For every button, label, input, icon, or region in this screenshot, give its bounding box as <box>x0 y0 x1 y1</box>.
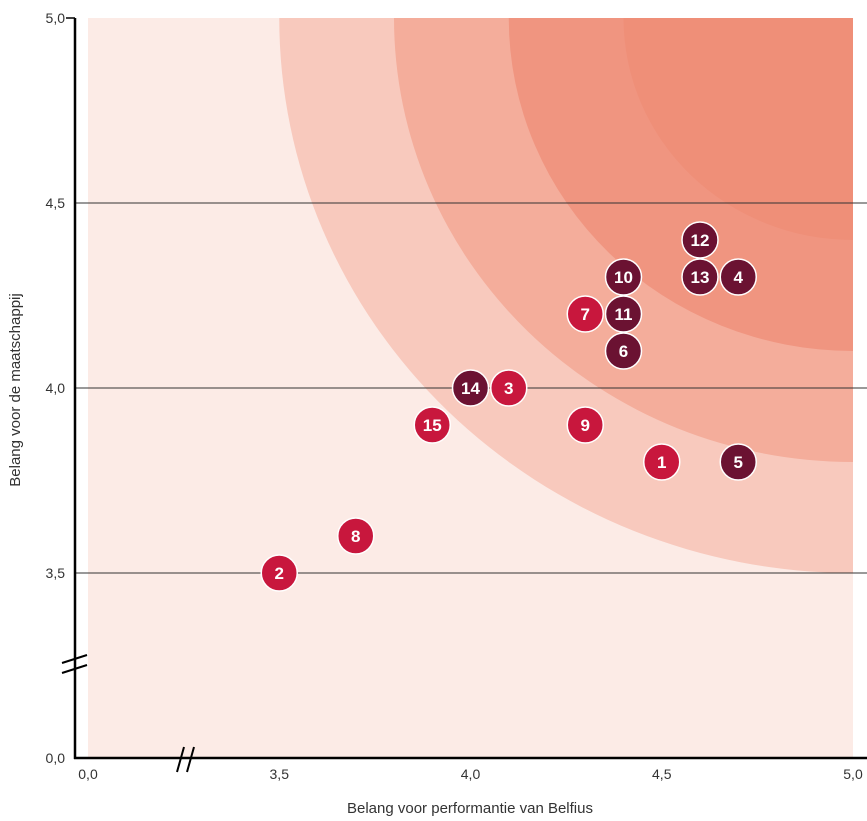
x-tick-label: 4,0 <box>461 766 481 782</box>
data-point-marker <box>490 369 528 407</box>
x-tick-label: 4,5 <box>652 766 672 782</box>
data-point-marker <box>337 517 375 555</box>
data-point-marker <box>451 369 490 407</box>
data-point-marker <box>260 554 298 592</box>
data-point-1: 1 <box>643 443 681 481</box>
data-point-marker <box>719 258 757 296</box>
data-point-label: 12 <box>691 231 710 250</box>
data-point-label: 5 <box>734 453 743 472</box>
data-point-label: 15 <box>423 416 442 435</box>
data-point-marker <box>681 221 719 259</box>
data-point-11: 11 <box>604 295 643 333</box>
data-point-label: 11 <box>615 305 633 324</box>
data-point-label: 7 <box>581 305 590 324</box>
x-tick-label: 0,0 <box>78 766 98 782</box>
data-point-9: 9 <box>566 406 604 444</box>
x-tick-label: 3,5 <box>270 766 290 782</box>
data-point-label: 9 <box>581 416 590 435</box>
zone-level-4 <box>623 18 853 240</box>
data-point-marker <box>413 406 451 444</box>
data-point-5: 5 <box>719 443 757 481</box>
data-point-6: 6 <box>604 332 643 370</box>
y-tick-label: 3,5 <box>46 565 66 581</box>
data-point-marker <box>566 406 604 444</box>
data-point-15: 15 <box>413 406 451 444</box>
y-tick-label: 4,0 <box>46 380 66 396</box>
y-tick-label: 4,5 <box>46 195 66 211</box>
data-point-marker <box>604 295 643 333</box>
data-point-label: 3 <box>504 379 513 398</box>
data-point-marker <box>719 443 757 481</box>
tick-labels: 0,0 3,5 4,0 4,5 5,0 0,0 3,5 4,0 4,5 5,0 <box>46 10 863 782</box>
y-tick-label: 0,0 <box>46 750 66 766</box>
data-point-label: 4 <box>734 268 744 287</box>
y-tick-label: 5,0 <box>46 10 66 26</box>
data-point-2: 2 <box>260 554 298 592</box>
data-point-label: 13 <box>691 268 710 287</box>
y-axis-title: Belang voor de maatschappij <box>7 293 24 486</box>
x-tick-label: 5,0 <box>843 766 863 782</box>
data-point-label: 8 <box>351 527 360 546</box>
y-axis-break-mark <box>61 654 88 674</box>
data-point-marker <box>604 332 643 370</box>
data-point-12: 12 <box>681 221 719 259</box>
data-point-8: 8 <box>337 517 375 555</box>
data-point-marker <box>643 443 681 481</box>
axes <box>61 17 867 773</box>
data-point-label: 14 <box>461 379 480 398</box>
data-point-14: 14 <box>451 369 490 407</box>
x-axis-break-mark <box>176 746 195 773</box>
data-point-marker <box>604 258 643 296</box>
data-point-label: 6 <box>619 342 628 361</box>
data-point-marker <box>566 295 604 333</box>
data-point-label: 10 <box>614 268 633 287</box>
data-point-4: 4 <box>719 258 757 296</box>
data-point-10: 10 <box>604 258 643 296</box>
data-point-marker <box>681 258 719 296</box>
x-axis-title: Belang voor performantie van Belfius <box>347 800 593 817</box>
data-point-13: 13 <box>681 258 719 296</box>
data-point-3: 3 <box>490 369 528 407</box>
data-point-label: 1 <box>657 453 666 472</box>
data-point-label: 2 <box>275 564 284 583</box>
data-point-7: 7 <box>566 295 604 333</box>
